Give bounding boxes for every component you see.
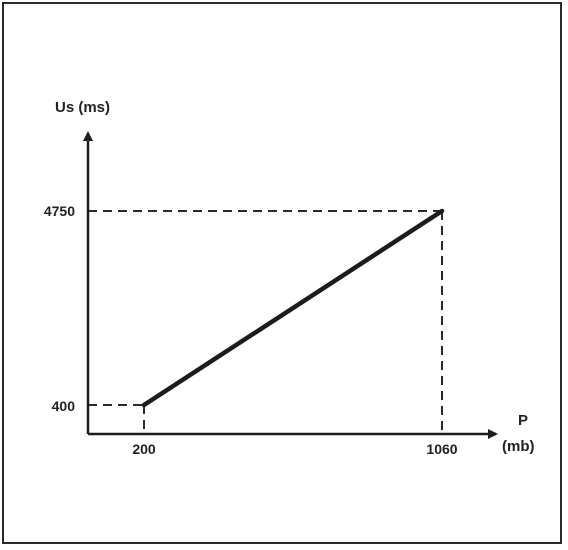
chart-frame	[2, 2, 562, 544]
x-tick-label-200: 200	[132, 441, 156, 457]
y-tick-label-400: 400	[52, 398, 76, 414]
x-axis-label-main: P	[518, 412, 528, 429]
x-axis-label-unit: (mb)	[502, 438, 535, 455]
y-tick-label-4750: 4750	[44, 203, 75, 219]
y-axis-label: Us (ms)	[55, 99, 110, 116]
x-tick-label-1060: 1060	[426, 441, 457, 457]
series-line	[141, 208, 445, 408]
